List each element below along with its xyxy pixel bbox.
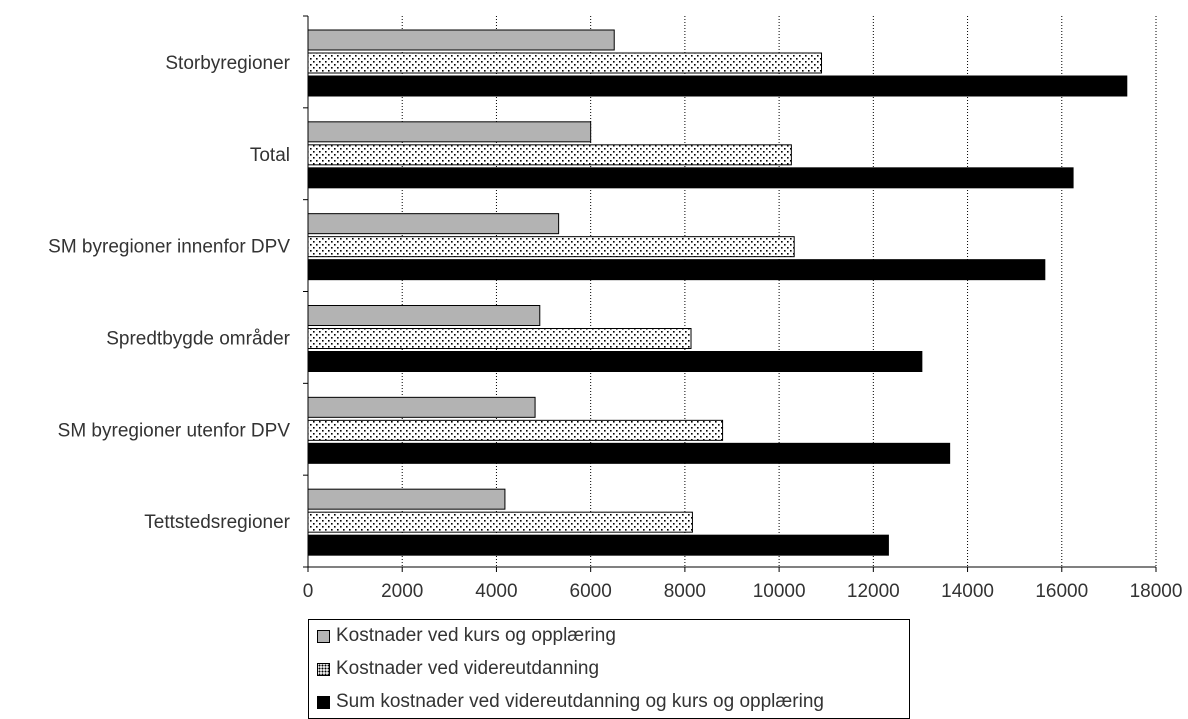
category-label: Spredtbygde områder	[106, 329, 290, 350]
legend-item-videreutdanning: Kostnader ved videreutdanning	[317, 657, 599, 681]
bar-videreutdanning	[307, 328, 692, 349]
bars-group	[307, 29, 1128, 556]
legend-swatch-black	[317, 695, 330, 709]
bar-videreutdanning	[307, 236, 795, 258]
category-label: SM byregioner innenfor DPV	[48, 237, 290, 258]
x-tick-label: 2000	[381, 581, 423, 602]
axes	[303, 15, 1157, 572]
x-tick-labels: 0 2000 4000 6000 8000 10000 12000 14000 16000 180…	[303, 581, 1183, 602]
legend-swatch-gray	[317, 629, 330, 643]
bar-kurs	[307, 29, 615, 51]
legend: Kostnader ved kurs og opplæring Kostnade…	[308, 619, 910, 719]
bar-kurs	[307, 396, 536, 418]
bar-videreutdanning	[307, 144, 792, 166]
bar-videreutdanning	[307, 419, 724, 441]
legend-item-kurs: Kostnader ved kurs og opplæring	[317, 624, 616, 648]
category-label: SM byregioner utenfor DPV	[58, 420, 291, 441]
x-tick-label: 12000	[847, 581, 900, 602]
legend-item-sum: Sum kostnader ved videreutdanning og kur…	[317, 690, 824, 714]
legend-label: Kostnader ved kurs og opplæring	[336, 625, 616, 646]
bar-videreutdanning	[307, 511, 693, 533]
legend-label: Kostnader ved videreutdanning	[336, 658, 600, 679]
legend-label: Sum kostnader ved videreutdanning og kur…	[336, 691, 824, 712]
bar-sum	[307, 442, 951, 464]
bar-videreutdanning	[307, 52, 823, 74]
legend-swatch-dotted	[317, 662, 330, 676]
bar-sum	[307, 259, 1046, 281]
x-tick-label: 0	[303, 581, 314, 602]
bar-sum	[307, 75, 1128, 97]
bar-kurs	[307, 488, 506, 510]
category-label: Total	[250, 145, 290, 166]
x-tick-label: 14000	[941, 581, 994, 602]
bar-kurs	[307, 121, 592, 143]
x-tick-label: 8000	[664, 581, 706, 602]
bar-kurs	[307, 305, 541, 326]
bar-sum	[307, 351, 923, 372]
x-tick-label: 18000	[1130, 581, 1183, 602]
bar-chart: 0 2000 4000 6000 8000 10000 12000 14000 16000 180…	[48, 15, 1183, 602]
bar-kurs	[307, 213, 560, 235]
x-tick-label: 16000	[1035, 581, 1088, 602]
bar-sum	[307, 167, 1074, 189]
x-tick-label: 6000	[570, 581, 612, 602]
category-labels: Storbyregioner Total SM byregioner innenfo…	[48, 53, 291, 533]
category-label: Storbyregioner	[165, 53, 290, 74]
bar-sum	[307, 534, 889, 556]
gridlines	[401, 16, 1157, 567]
x-tick-label: 4000	[475, 581, 517, 602]
category-label: Tettstedsregioner	[144, 512, 290, 533]
x-tick-label: 10000	[753, 581, 806, 602]
